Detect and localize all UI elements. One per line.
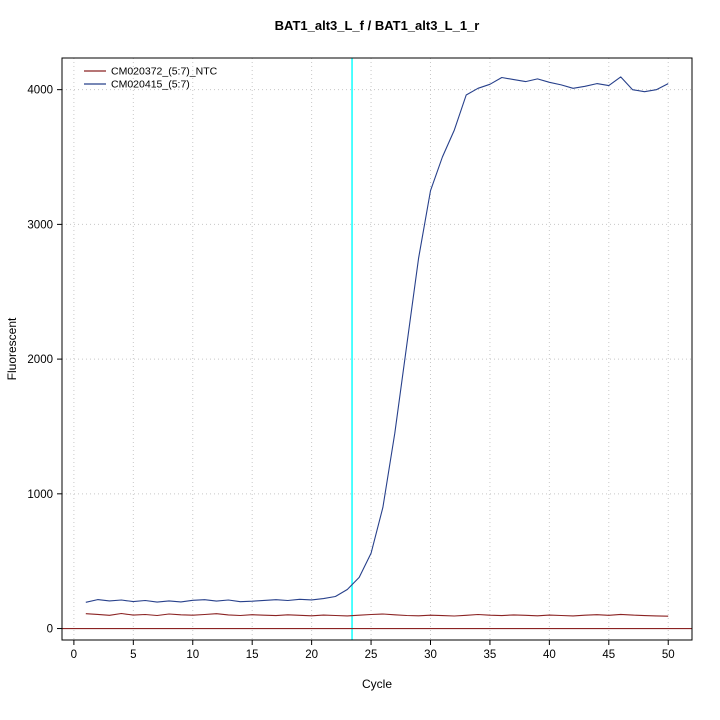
svg-text:15: 15	[246, 649, 259, 661]
svg-text:45: 45	[602, 649, 615, 661]
svg-text:Fluorescent: Fluorescent	[5, 317, 19, 380]
svg-text:4000: 4000	[27, 85, 53, 97]
chart-title: BAT1_alt3_L_f / BAT1_alt3_L_1_r	[274, 18, 480, 33]
y-axis-label: Fluorescent	[5, 317, 19, 380]
svg-text:0: 0	[47, 624, 53, 636]
svg-text:3000: 3000	[27, 219, 53, 231]
svg-text:25: 25	[365, 649, 378, 661]
series-line-1	[85, 76, 669, 603]
svg-text:2000: 2000	[27, 354, 53, 366]
legend-label: CM020415_(5:7)	[111, 79, 190, 91]
plot-border	[61, 57, 693, 641]
svg-text:35: 35	[484, 649, 497, 661]
series-line-0	[85, 612, 669, 617]
svg-text:30: 30	[424, 649, 437, 661]
grid-lines	[62, 58, 692, 640]
svg-text:10: 10	[186, 649, 199, 661]
svg-text:40: 40	[543, 649, 556, 661]
svg-text:50: 50	[662, 649, 675, 661]
x-axis-label: Cycle	[362, 677, 392, 691]
x-axis: 0 5 10 15 20 25 30 35 40 45 50	[71, 640, 675, 661]
svg-text:20: 20	[305, 649, 318, 661]
legend-label: CM020372_(5:7)_NTC	[111, 66, 218, 78]
svg-text:Cycle: Cycle	[362, 677, 392, 691]
svg-text:0: 0	[71, 649, 77, 661]
y-axis: 0 1000 2000 3000 4000	[27, 85, 62, 636]
svg-text:5: 5	[130, 649, 136, 661]
svg-text:1000: 1000	[27, 489, 53, 501]
